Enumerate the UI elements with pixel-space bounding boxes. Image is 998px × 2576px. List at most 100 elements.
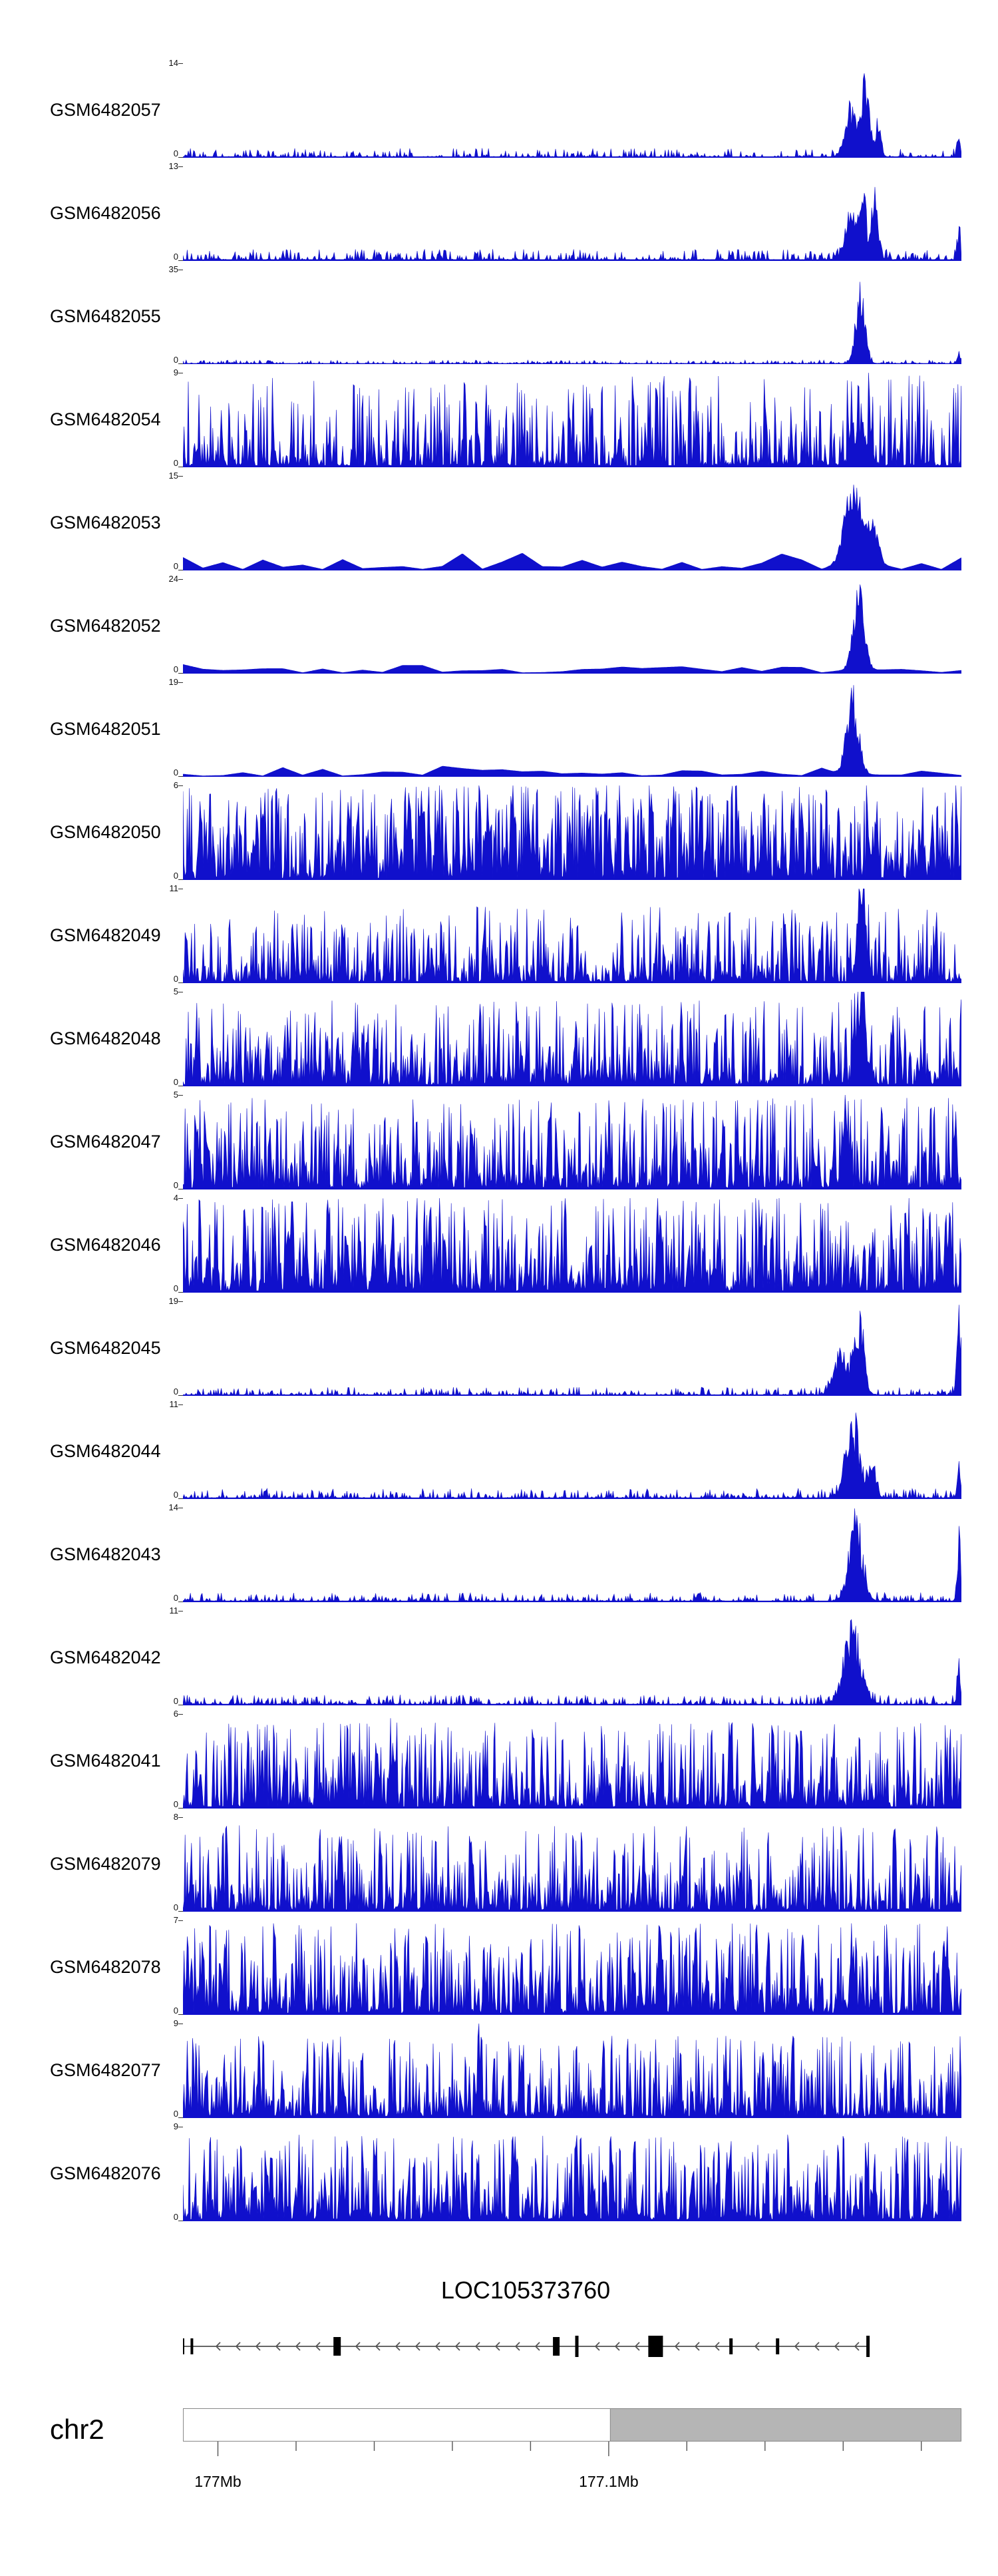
- signal-histogram: [183, 1508, 961, 1602]
- y-axis-tick: [178, 1095, 183, 1096]
- strand-arrow-icon: [315, 2342, 321, 2351]
- y-axis-tick: [178, 363, 183, 364]
- signal-histogram: [183, 485, 961, 570]
- track-row: GSM6482076 9 0: [0, 2122, 998, 2222]
- signal-histogram: [183, 373, 961, 467]
- y-axis-zero-label: 0: [173, 1180, 178, 1190]
- y-axis-max-label: 4: [173, 1193, 178, 1203]
- gene-name-label: LOC105373760: [440, 2276, 611, 2304]
- y-axis-tick: [178, 879, 183, 880]
- y-axis-zero-label: 0: [173, 871, 178, 881]
- y-axis-tick: [178, 1911, 183, 1912]
- y-axis-max-label: 8: [173, 1812, 178, 1822]
- y-axis-tick: [178, 476, 183, 477]
- signal-histogram: [183, 2134, 961, 2221]
- y-axis-tick: [178, 166, 183, 167]
- signal-histogram: [183, 785, 961, 880]
- signal-plot: [183, 270, 961, 364]
- signal-plot: [183, 1198, 961, 1293]
- signal-histogram: [183, 1619, 961, 1705]
- signal-histogram: [183, 1305, 961, 1396]
- y-axis-zero-label: 0: [173, 252, 178, 262]
- y-axis-max-label: 11: [169, 883, 179, 893]
- signal-plot: [183, 166, 961, 261]
- track-row: GSM6482046 4 0: [0, 1193, 998, 1293]
- y-axis-max-label: 9: [173, 2121, 178, 2131]
- chromosome-ruler: 177Mb 177.1Mb: [183, 2408, 961, 2490]
- y-axis-max-label: 35: [168, 264, 178, 274]
- y-axis-zero-label: 0: [173, 1077, 178, 1087]
- strand-arrow-icon: [714, 2342, 720, 2351]
- exon-block: [575, 2336, 579, 2357]
- y-axis-zero-label: 0: [173, 974, 178, 984]
- y-axis-zero-label: 0: [173, 664, 178, 674]
- y-axis-tick: [178, 63, 183, 64]
- signal-histogram: [183, 1198, 961, 1293]
- strand-arrow-icon: [834, 2342, 840, 2351]
- track-row: GSM6482048 5 0: [0, 987, 998, 1087]
- y-axis-max-label: 14: [168, 58, 178, 68]
- sample-label: GSM6482042: [50, 1647, 161, 1667]
- y-axis-max-label: 9: [173, 2018, 178, 2028]
- strand-arrow-icon: [375, 2342, 381, 2351]
- strand-arrow-icon: [814, 2342, 820, 2351]
- strand-arrow-icon: [534, 2342, 540, 2351]
- strand-arrow-icon: [694, 2342, 700, 2351]
- signal-plot: [183, 889, 961, 983]
- y-axis-tick: [178, 1498, 183, 1499]
- sample-label: GSM6482076: [50, 2163, 161, 2183]
- y-axis-max-label: 13: [168, 161, 178, 171]
- track-row: GSM6482077 9 0: [0, 2019, 998, 2119]
- y-axis-tick: [178, 2117, 183, 2118]
- y-axis-tick: [178, 1404, 183, 1405]
- exon-block: [729, 2338, 733, 2354]
- signal-histogram: [183, 1095, 961, 1189]
- signal-plot: [183, 1920, 961, 2015]
- y-axis-tick: [178, 1714, 183, 1715]
- y-axis-zero-label: 0: [173, 2006, 178, 2016]
- track-row: GSM6482051 19 0: [0, 678, 998, 777]
- strand-arrow-icon: [474, 2342, 480, 2351]
- y-axis-zero-label: 0: [173, 2212, 178, 2222]
- track-row: GSM6482047 5 0: [0, 1090, 998, 1190]
- sample-label: GSM6482051: [50, 719, 161, 739]
- ruler-coordinate-label: 177.1Mb: [579, 2473, 639, 2490]
- strand-arrow-icon: [494, 2342, 500, 2351]
- signal-plot: [183, 1508, 961, 1602]
- track-row: GSM6482055 35 0: [0, 265, 998, 365]
- y-axis-max-label: 6: [173, 1709, 178, 1719]
- signal-histogram: [183, 1825, 961, 1912]
- track-row: GSM6482049 11 0: [0, 884, 998, 984]
- signal-histogram: [183, 2024, 961, 2118]
- track-row: GSM6482050 6 0: [0, 781, 998, 881]
- signal-histogram: [183, 1412, 961, 1499]
- y-axis-tick: [178, 785, 183, 786]
- track-row: GSM6482052 24 0: [0, 574, 998, 674]
- exon-block: [183, 2338, 184, 2354]
- y-axis-max-label: 9: [173, 367, 178, 377]
- ruler-coordinate-label: 177Mb: [194, 2473, 241, 2490]
- y-axis-zero-label: 0: [173, 1799, 178, 1809]
- track-row: GSM6482042 11 0: [0, 1606, 998, 1706]
- strand-arrow-icon: [794, 2342, 800, 2351]
- signal-plot: [183, 2127, 961, 2221]
- y-axis-zero-label: 0: [173, 1902, 178, 1912]
- y-axis-zero-label: 0: [173, 1490, 178, 1500]
- y-axis-max-label: 11: [169, 1606, 179, 1615]
- strand-arrow-icon: [514, 2342, 520, 2351]
- track-row: GSM6482041 6 0: [0, 1709, 998, 1809]
- signal-plot: [183, 1301, 961, 1396]
- signal-plot: [183, 1611, 961, 1705]
- strand-arrow-icon: [754, 2342, 760, 2351]
- chromosome-name-label: chr2: [50, 2414, 104, 2445]
- exon-block: [190, 2338, 194, 2354]
- sample-label: GSM6482054: [50, 409, 161, 429]
- y-axis-tick: [178, 1395, 183, 1396]
- signal-histogram: [183, 1718, 961, 1809]
- strand-arrow-icon: [415, 2342, 420, 2351]
- strand-arrow-icon: [235, 2342, 241, 2351]
- track-row: GSM6482044 11 0: [0, 1400, 998, 1500]
- signal-histogram: [183, 73, 961, 158]
- y-axis-max-label: 19: [168, 1296, 178, 1306]
- strand-arrow-icon: [614, 2342, 620, 2351]
